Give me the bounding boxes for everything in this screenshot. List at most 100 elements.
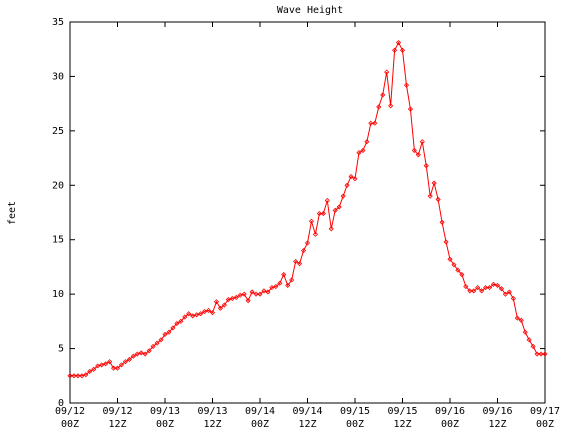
y-tick-label: 0 — [58, 398, 64, 409]
data-point — [316, 211, 322, 217]
data-point — [419, 139, 425, 145]
data-point — [83, 372, 89, 378]
data-point — [494, 282, 501, 288]
data-point — [221, 302, 227, 308]
data-point — [463, 283, 469, 290]
data-point — [158, 337, 164, 343]
data-point — [439, 219, 445, 225]
data-point — [502, 291, 508, 297]
data-point — [146, 348, 152, 354]
data-point — [114, 365, 121, 371]
data-point — [174, 320, 180, 327]
data-point — [142, 351, 148, 357]
data-point — [388, 103, 394, 109]
data-point — [304, 240, 311, 246]
data-point — [134, 351, 140, 357]
data-point — [380, 92, 386, 98]
data-point — [336, 204, 342, 210]
x-tick-label: 09/12 12Z — [102, 406, 133, 430]
data-point — [348, 174, 354, 180]
data-point — [459, 271, 465, 278]
y-tick-label: 35 — [52, 17, 64, 28]
data-point — [300, 248, 307, 254]
data-point — [241, 291, 247, 297]
x-tick-label: 09/16 00Z — [434, 406, 466, 430]
data-point — [213, 299, 220, 305]
data-point — [217, 305, 223, 311]
data-point — [490, 281, 497, 287]
data-point — [407, 106, 413, 112]
data-point — [360, 147, 366, 154]
data-point — [451, 262, 457, 268]
data-point — [506, 289, 512, 295]
data-point — [122, 359, 128, 365]
data-point — [514, 315, 520, 321]
data-point — [289, 277, 295, 283]
data-point — [202, 308, 208, 315]
data-point — [249, 289, 255, 295]
data-point — [368, 120, 374, 126]
data-point — [479, 288, 485, 294]
data-point — [483, 285, 489, 291]
data-point — [118, 362, 125, 368]
data-point — [364, 139, 370, 145]
data-point — [75, 373, 81, 379]
x-tick-label: 09/13 00Z — [149, 406, 181, 430]
data-point — [110, 365, 117, 371]
data-point — [103, 361, 109, 367]
data-point — [198, 311, 204, 317]
data-point — [510, 295, 516, 302]
data-point — [154, 340, 160, 346]
data-point — [87, 368, 93, 374]
data-point — [320, 211, 326, 217]
data-point — [67, 373, 73, 379]
data-point — [245, 298, 251, 304]
data-point — [257, 291, 263, 297]
data-point — [71, 373, 77, 379]
data-point — [194, 312, 200, 318]
data-point — [427, 193, 433, 199]
data-point — [312, 231, 318, 237]
chart-title: Wave Height — [277, 5, 343, 16]
x-tick-label: 09/14 00Z — [244, 406, 276, 430]
data-point — [376, 104, 382, 110]
data-point — [455, 267, 461, 273]
x-tick-label: 09/17 00Z — [529, 406, 561, 430]
data-point — [162, 331, 168, 337]
data-point — [265, 289, 271, 295]
data-point — [471, 288, 477, 294]
data-point — [205, 307, 212, 314]
data-point — [233, 294, 239, 300]
data-point — [352, 176, 358, 182]
x-tick-label: 09/13 12Z — [197, 406, 228, 430]
data-line — [70, 41, 545, 377]
data-point — [443, 239, 449, 245]
data-point — [253, 291, 259, 297]
y-tick-label: 20 — [52, 180, 64, 191]
data-point — [293, 258, 299, 265]
data-point — [190, 313, 196, 319]
y-tick-label: 30 — [52, 71, 64, 82]
data-point — [328, 226, 334, 232]
data-point — [209, 310, 216, 316]
data-point — [130, 353, 136, 359]
data-point — [542, 351, 548, 357]
data-point — [285, 282, 291, 288]
data-point — [423, 163, 429, 169]
data-point — [447, 256, 453, 262]
data-point — [229, 295, 235, 302]
data-point — [340, 193, 346, 199]
data-point — [182, 314, 188, 320]
data-point — [273, 283, 279, 290]
y-axis-label: feet — [7, 201, 18, 225]
data-point — [99, 362, 105, 368]
data-point — [95, 363, 101, 369]
data-point — [308, 218, 315, 224]
plot-frame — [69, 21, 546, 404]
data-point — [186, 311, 192, 317]
data-point — [522, 329, 528, 335]
data-point — [126, 356, 132, 363]
data-point — [150, 343, 156, 349]
data-point — [384, 69, 390, 75]
data-point — [534, 351, 540, 357]
